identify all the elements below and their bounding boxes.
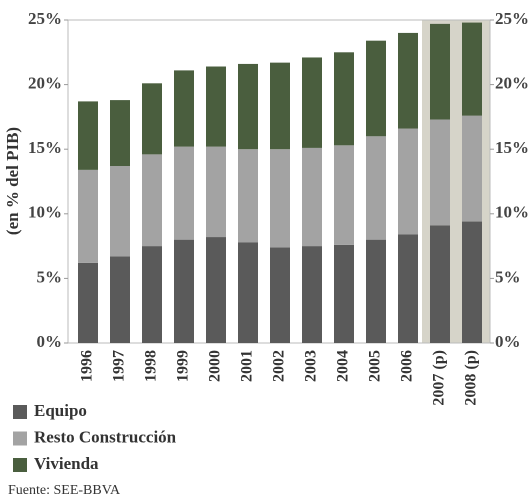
y2-tick-label: 25% <box>495 9 529 28</box>
bar-segment <box>270 247 290 343</box>
x-tick-label: 2007 (p) <box>431 350 448 406</box>
bar-segment <box>398 32 418 129</box>
bar-segment <box>78 169 98 263</box>
bar-segment <box>78 262 98 343</box>
bar-segment <box>366 136 386 240</box>
x-tick-label: 2005 <box>367 350 384 382</box>
legend-swatch <box>13 405 27 419</box>
x-tick-label: 2006 <box>399 350 416 382</box>
bar-segment <box>110 100 130 166</box>
bar-segment <box>174 146 194 240</box>
bar-segment <box>366 40 386 137</box>
bar-segment <box>462 115 482 222</box>
legend-label: Resto Construcción <box>34 427 177 446</box>
y-tick-label: 5% <box>37 267 63 286</box>
bar-segment <box>238 63 258 150</box>
x-tick-label: 2008 (p) <box>463 350 480 406</box>
legend-swatch <box>13 431 27 446</box>
bar-segment <box>270 149 290 248</box>
legend-swatch <box>13 458 27 472</box>
source: Fuente: SEE-BBVA <box>8 483 121 498</box>
bar-segment <box>174 239 194 343</box>
x-tick-label: 2001 <box>239 350 256 382</box>
bar-segment <box>238 149 258 243</box>
bar-segment <box>206 66 226 147</box>
bar-segment <box>334 52 354 146</box>
bar-segment <box>430 225 450 343</box>
bar-segment <box>142 246 162 343</box>
bar-segment <box>206 146 226 238</box>
bar-segment <box>430 119 450 226</box>
legend-label: Equipo <box>34 401 87 420</box>
x-tick-label: 2002 <box>271 350 288 382</box>
bar-segment <box>142 83 162 155</box>
bar-segment <box>366 239 386 343</box>
y-tick-label: 15% <box>28 138 62 157</box>
legend-label: Vivienda <box>34 454 99 473</box>
bar-segment <box>334 244 354 343</box>
bar-segment <box>174 70 194 147</box>
x-tick-label: 2004 <box>335 350 352 382</box>
bar-segment <box>462 22 482 116</box>
y2-tick-label: 5% <box>495 267 521 286</box>
x-tick-label: 2000 <box>207 350 224 382</box>
bar-segment <box>430 23 450 120</box>
bar-segment <box>238 242 258 343</box>
y-tick-label: 10% <box>28 203 62 222</box>
x-tick-label: 1997 <box>111 350 128 382</box>
y-axis-label: (en % del PIB) <box>3 127 22 235</box>
x-tick-label: 1998 <box>143 350 160 382</box>
bar-segment <box>270 62 290 150</box>
y2-tick-label: 20% <box>495 74 529 93</box>
x-tick-label: 2003 <box>303 350 320 382</box>
bar-segment <box>302 246 322 343</box>
x-tick-label: 1996 <box>79 350 96 382</box>
y-tick-label: 0% <box>37 332 63 351</box>
y2-tick-label: 0% <box>495 332 521 351</box>
bar-segment <box>110 165 130 257</box>
x-tick-label: 1999 <box>175 350 192 382</box>
bar-segment <box>334 145 354 245</box>
bar-segment <box>462 221 482 343</box>
y2-tick-label: 15% <box>495 138 529 157</box>
y-tick-label: 25% <box>28 9 62 28</box>
bar-segment <box>398 234 418 343</box>
bar-segment <box>110 256 130 343</box>
bar-segment <box>142 154 162 247</box>
bar-segment <box>206 237 226 343</box>
bar-segment <box>302 57 322 148</box>
y2-tick-label: 10% <box>495 203 529 222</box>
bar-segment <box>78 101 98 170</box>
y-tick-label: 20% <box>28 74 62 93</box>
bar-segment <box>398 128 418 235</box>
bar-segment <box>302 147 322 247</box>
